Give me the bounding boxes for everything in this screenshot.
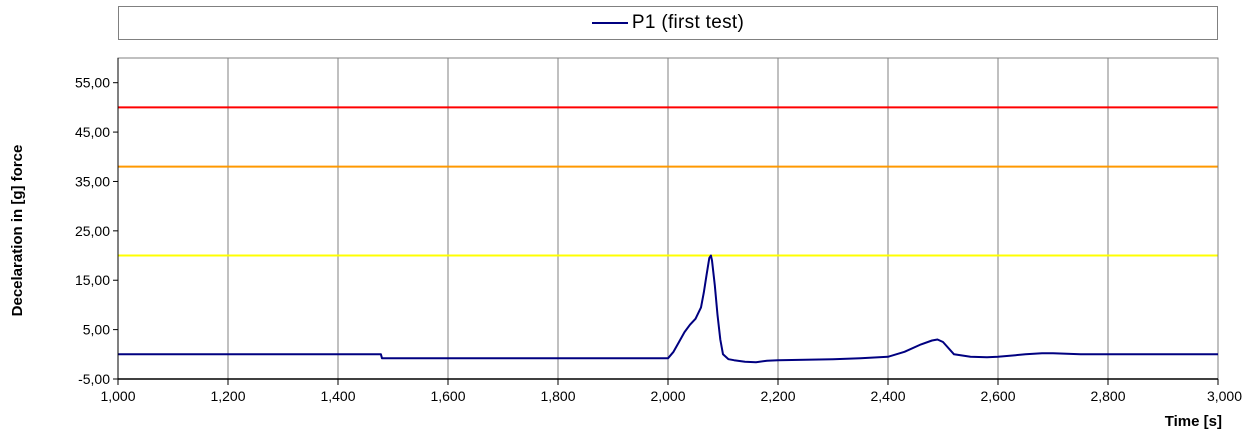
legend-item: P1 (first test)	[591, 12, 745, 34]
x-tick-label: 1,600	[430, 388, 465, 404]
x-tick-label: 2,600	[980, 388, 1015, 404]
y-tick-label: 25,00	[75, 223, 110, 239]
reference-lines	[118, 106, 1218, 257]
x-tick-label: 2,000	[650, 388, 685, 404]
x-tick-label: 2,400	[870, 388, 905, 404]
x-tick-label: 1,200	[210, 388, 245, 404]
x-tick-label: 3,000	[1207, 388, 1242, 404]
y-axis-title: Decelaration in [g] force	[9, 145, 26, 317]
x-tick-label: 1,800	[540, 388, 575, 404]
x-tick-label: 1,000	[100, 388, 135, 404]
y-tick-label: 45,00	[75, 124, 110, 140]
y-tick-label: 35,00	[75, 173, 110, 189]
x-tick-label: 1,400	[320, 388, 355, 404]
series-layer	[118, 254, 1218, 364]
y-tick-label: 55,00	[75, 75, 110, 91]
axes: -5,00 5,00 15,00 25,00 35,00 45,00 55,00 1,000 1…	[75, 58, 1242, 404]
y-tick-label: 15,00	[75, 272, 110, 288]
legend-label: P1 (first test)	[631, 12, 745, 33]
x-tick-label: 2,800	[1090, 388, 1125, 404]
y-tick-label: -5,00	[78, 371, 110, 387]
y-tick-label: 5,00	[83, 322, 110, 338]
legend: P1 (first test)	[118, 6, 1218, 40]
x-axis-title: Time [s]	[1165, 413, 1222, 430]
grid-layer	[227, 58, 1109, 379]
legend-swatch	[591, 22, 628, 24]
series-line	[118, 254, 1218, 364]
x-tick-label: 2,200	[760, 388, 795, 404]
